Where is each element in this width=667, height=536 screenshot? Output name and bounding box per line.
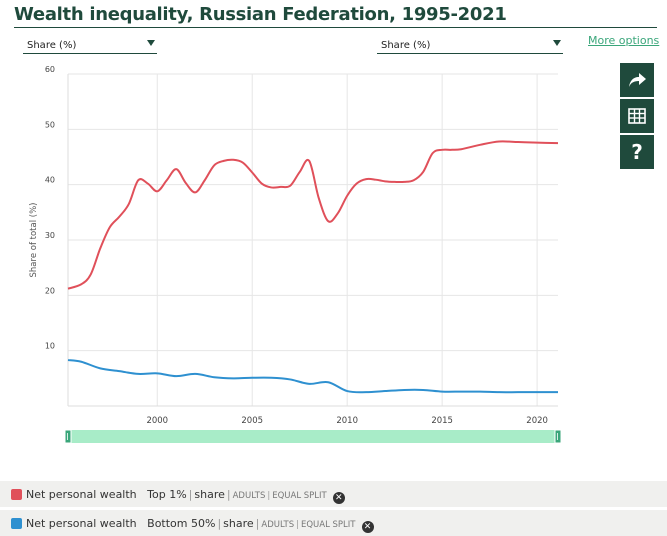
series-line-bottom50 [67, 359, 558, 394]
y-tick-label: 20 [45, 286, 55, 295]
legend-item-bottom50[interactable]: Net personal wealth Bottom 50% | share | ADU… [0, 510, 667, 536]
y-tick-label: 50 [45, 120, 55, 129]
chevron-down-icon [553, 40, 561, 46]
legend-measure: share [194, 488, 225, 501]
legend-unit: EQUAL SPLIT [301, 520, 356, 530]
chevron-down-icon [147, 40, 155, 46]
share-icon [629, 73, 646, 87]
legend-swatch-bottom50 [11, 518, 22, 529]
legend-measure: share [223, 517, 254, 530]
help-icon: ? [631, 140, 643, 164]
y-tick-label: 10 [45, 342, 55, 351]
table-button[interactable] [620, 99, 654, 133]
right-indicator-select[interactable]: Share (%) [377, 38, 563, 54]
x-tick-label: 2020 [526, 416, 548, 426]
y-tick-label: 40 [45, 176, 55, 185]
table-icon [628, 108, 646, 124]
y-axis-label: Share of total (%) [29, 203, 39, 278]
title-divider [14, 27, 657, 28]
y-tick-label: 30 [45, 231, 55, 240]
x-tick-label: 2005 [241, 416, 263, 426]
share-button[interactable] [620, 63, 654, 97]
legend-percentile: Bottom 50% [147, 517, 216, 530]
legend-name: Net personal wealth [26, 517, 137, 530]
legend-swatch-top1 [11, 489, 22, 500]
range-slider-left-handle[interactable] [64, 429, 72, 444]
left-select-label: Share (%) [27, 40, 77, 51]
x-tick-label: 2015 [431, 416, 453, 426]
legend-percentile: Top 1% [147, 488, 187, 501]
remove-series-icon[interactable]: ✕ [361, 521, 374, 533]
legend-name: Net personal wealth [26, 488, 137, 501]
x-tick-label: 2000 [146, 416, 168, 426]
left-indicator-select[interactable]: Share (%) [23, 38, 157, 54]
remove-series-icon[interactable]: ✕ [332, 492, 345, 504]
range-slider-right-handle[interactable] [554, 429, 562, 444]
line-chart: 10 20 30 40 50 60 2000 2005 2010 2015 2020 Share of… [29, 65, 562, 444]
range-slider-track[interactable] [68, 430, 558, 443]
help-button[interactable]: ? [620, 135, 654, 169]
legend-population: ADULTS [261, 520, 295, 530]
legend-item-top1[interactable]: Net personal wealth Top 1% | share | ADULTS |… [0, 481, 667, 507]
y-tick-label: 60 [45, 65, 55, 74]
series-line-top1 [67, 140, 559, 290]
x-tick-label: 2010 [336, 416, 358, 426]
more-options-link[interactable]: More options [588, 34, 660, 47]
legend-population: ADULTS [232, 491, 266, 501]
legend-unit: EQUAL SPLIT [272, 491, 327, 501]
right-select-label: Share (%) [381, 40, 431, 51]
chart-title: Wealth inequality, Russian Federation, 1… [14, 4, 507, 25]
